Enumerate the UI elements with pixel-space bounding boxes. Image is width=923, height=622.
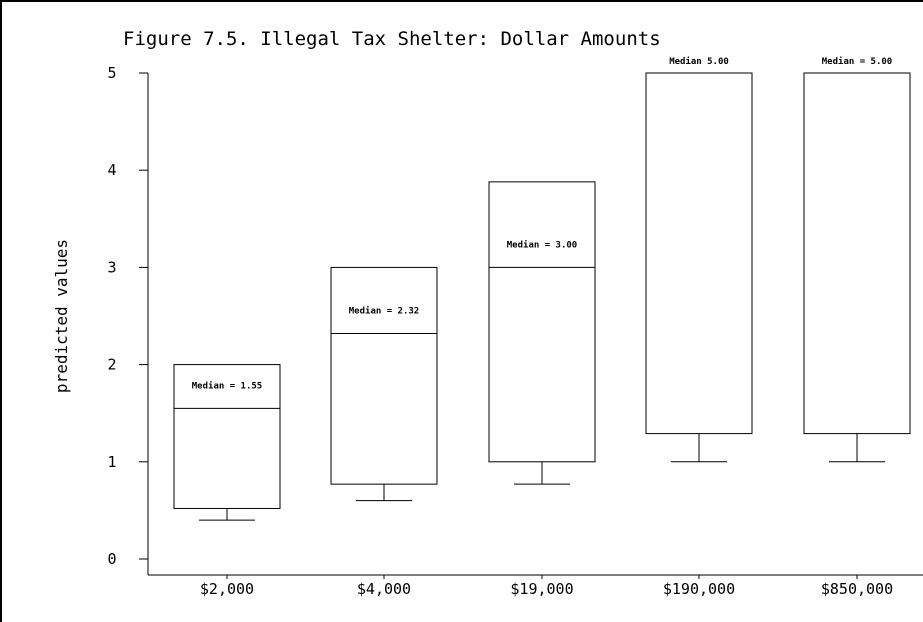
median-label: Median = 5.00	[822, 56, 892, 67]
y-axis-label: predicted values	[52, 239, 71, 393]
median-label: Median = 1.55	[192, 380, 262, 391]
chart-title: Figure 7.5. Illegal Tax Shelter: Dollar …	[123, 28, 661, 50]
x-tick-label: $2,000	[200, 580, 254, 598]
y-tick-label: 4	[107, 161, 116, 179]
y-tick-label: 1	[107, 453, 116, 471]
median-label: Median 5.00	[669, 56, 729, 67]
box-group: Median = 1.55 $2,000	[173, 364, 281, 598]
box-rect	[803, 72, 911, 435]
box-group: Median 5.00 $190,000	[645, 56, 753, 598]
y-tick-label: 2	[107, 356, 116, 374]
y-tick-label: 3	[107, 258, 116, 276]
median-label: Median = 2.32	[349, 305, 419, 316]
median-label: Median = 3.00	[507, 239, 577, 250]
y-tick-label: 5	[107, 64, 116, 82]
x-tick-label: $190,000	[663, 580, 735, 598]
box-group: Median = 5.00 $850,000	[803, 56, 911, 598]
box-group: Median = 2.32 $4,000	[330, 266, 438, 598]
box-rect	[645, 72, 753, 435]
box-rect	[330, 266, 438, 485]
y-tick-label: 0	[107, 550, 116, 568]
x-tick-label: $19,000	[510, 580, 573, 598]
x-tick-label: $850,000	[821, 580, 893, 598]
box-group: Median = 3.00 $19,000	[488, 181, 596, 598]
axes: 0 1 2 3 4 5	[107, 64, 923, 576]
box-rect	[488, 181, 596, 463]
x-tick-label: $4,000	[357, 580, 411, 598]
